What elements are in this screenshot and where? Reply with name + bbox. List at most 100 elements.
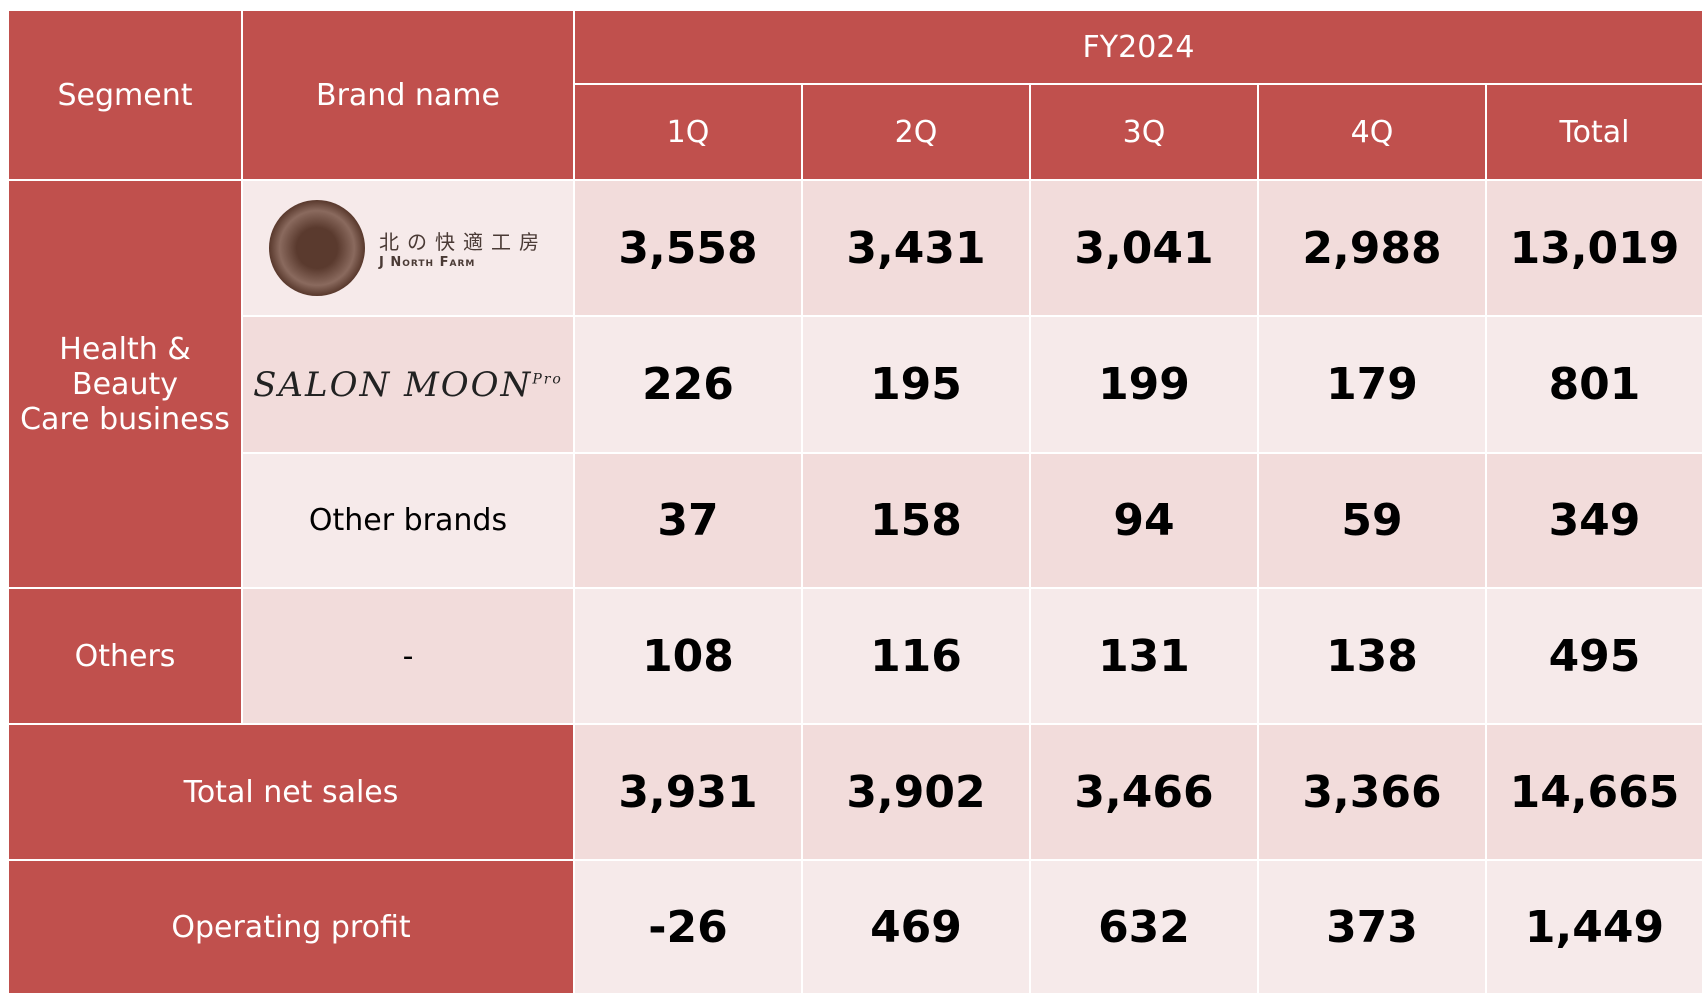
value-text: 195 — [870, 359, 962, 410]
brand-logo: SALON MOONPro — [253, 365, 563, 405]
value-cell: 3,902 — [803, 725, 1029, 859]
value-text: 349 — [1548, 495, 1641, 546]
column-header: 1Q — [575, 85, 801, 179]
value-text: 131 — [1098, 630, 1190, 682]
logo-text: 北の快適工房 J North Farm — [379, 226, 547, 270]
value-cell: 14,665 — [1487, 725, 1702, 859]
value-text: 632 — [1098, 901, 1190, 953]
value-cell: 349 — [1487, 454, 1702, 587]
column-header: Total — [1487, 85, 1702, 179]
value-cell: 3,041 — [1031, 181, 1257, 315]
value-cell: 1,449 — [1487, 861, 1702, 993]
logo-sup: Pro — [532, 371, 563, 388]
value-text: 3,041 — [1074, 222, 1214, 274]
value-text: 94 — [1113, 495, 1175, 546]
value-text: 373 — [1326, 901, 1418, 953]
value-cell: 2,988 — [1259, 181, 1485, 315]
value-text: 226 — [642, 359, 734, 410]
value-text: 13,019 — [1509, 222, 1680, 274]
value-text: 1,449 — [1524, 901, 1665, 953]
value-text: 108 — [642, 630, 734, 682]
value-text: 116 — [870, 630, 962, 682]
value-text: 3,902 — [846, 766, 986, 818]
total-label-cell: Total net sales — [9, 725, 573, 859]
value-cell: 469 — [803, 861, 1029, 993]
segment-cell: Health & Beauty Care business — [9, 181, 241, 587]
header-text: 2Q — [894, 114, 938, 150]
value-cell: 3,366 — [1259, 725, 1485, 859]
value-cell: 131 — [1031, 589, 1257, 723]
brand-header: Brand name — [243, 11, 573, 179]
value-cell: -26 — [575, 861, 801, 993]
value-cell: 94 — [1031, 454, 1257, 587]
value-cell: 116 — [803, 589, 1029, 723]
segment-text: Beauty — [72, 366, 178, 402]
value-text: 179 — [1326, 359, 1418, 410]
brand-text: Other brands — [308, 503, 508, 538]
value-text: 3,466 — [1074, 766, 1214, 818]
total-label-cell: Operating profit — [9, 861, 573, 993]
value-cell: 3,466 — [1031, 725, 1257, 859]
value-cell: 373 — [1259, 861, 1485, 993]
logo-emblem — [269, 200, 365, 296]
header-text: 1Q — [666, 114, 710, 150]
period-header: FY2024 — [575, 11, 1702, 83]
segment-text: Health & — [59, 331, 191, 367]
header-text: Brand name — [316, 77, 500, 113]
brand-text: - — [402, 638, 414, 674]
column-header: 2Q — [803, 85, 1029, 179]
segment-text: Care business — [20, 401, 230, 437]
brand-cell: - — [243, 589, 573, 723]
value-text: 3,366 — [1302, 766, 1442, 818]
header-text: Segment — [57, 77, 193, 113]
value-text: -26 — [648, 901, 728, 953]
segment-text: Others — [74, 638, 176, 674]
value-cell: 3,558 — [575, 181, 801, 315]
value-text: 801 — [1548, 359, 1641, 410]
value-text: 138 — [1326, 630, 1418, 682]
value-text: 37 — [657, 495, 719, 546]
value-text: 59 — [1341, 495, 1403, 546]
value-text: 14,665 — [1509, 766, 1680, 818]
value-cell: 59 — [1259, 454, 1485, 587]
column-header: 3Q — [1031, 85, 1257, 179]
header-text: Total — [1559, 114, 1630, 150]
value-cell: 195 — [803, 317, 1029, 452]
value-cell: 3,931 — [575, 725, 801, 859]
value-cell: 226 — [575, 317, 801, 452]
value-cell: 199 — [1031, 317, 1257, 452]
value-cell: 179 — [1259, 317, 1485, 452]
brand-logo: 北の快適工房 J North Farm — [269, 200, 547, 296]
value-cell: 13,019 — [1487, 181, 1702, 315]
value-cell: 801 — [1487, 317, 1702, 452]
header-text: 3Q — [1122, 114, 1166, 150]
value-cell: 158 — [803, 454, 1029, 587]
value-text: 3,558 — [618, 222, 758, 274]
value-text: 199 — [1098, 359, 1190, 410]
value-cell: 37 — [575, 454, 801, 587]
header-text: FY2024 — [1082, 29, 1195, 65]
total-label: Operating profit — [171, 909, 411, 945]
brand-cell: Other brands — [243, 454, 573, 587]
logo-name: SALON MOON — [253, 364, 533, 405]
header-text: 4Q — [1350, 114, 1394, 150]
total-label: Total net sales — [183, 774, 399, 810]
value-cell: 632 — [1031, 861, 1257, 993]
value-text: 158 — [870, 495, 962, 546]
value-text: 3,431 — [846, 222, 986, 274]
brand-cell: SALON MOONPro — [243, 317, 573, 452]
segment-header: Segment — [9, 11, 241, 179]
value-text: 469 — [870, 901, 962, 953]
segment-cell: Others — [9, 589, 241, 723]
value-text: 495 — [1548, 630, 1641, 682]
value-cell: 138 — [1259, 589, 1485, 723]
value-text: 3,931 — [618, 766, 758, 818]
logo-sub: J North Farm — [379, 255, 476, 270]
column-header: 4Q — [1259, 85, 1485, 179]
value-cell: 108 — [575, 589, 801, 723]
logo-name: 北の快適工房 — [379, 230, 547, 254]
value-text: 2,988 — [1302, 222, 1442, 274]
value-cell: 495 — [1487, 589, 1702, 723]
